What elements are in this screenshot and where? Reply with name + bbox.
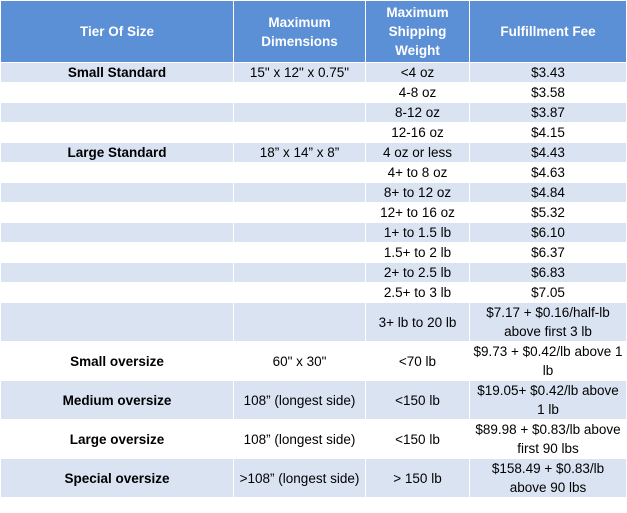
dimensions-cell — [233, 242, 366, 263]
dimensions-cell: 18” x 14” x 8” — [233, 142, 366, 163]
tier-cell: Large oversize — [0, 419, 234, 459]
fee-cell: $4.63 — [469, 162, 627, 183]
tier-cell — [0, 302, 234, 342]
table-row: 8-12 oz $3.87 — [0, 102, 627, 123]
tier-cell — [0, 202, 234, 223]
fee-cell: $6.10 — [469, 222, 627, 243]
weight-cell: <150 lb — [365, 380, 470, 420]
fee-cell: $4.84 — [469, 182, 627, 203]
tier-cell — [0, 262, 234, 283]
dimensions-cell — [233, 122, 366, 143]
tier-cell: Small Standard — [0, 62, 234, 83]
tier-cell — [0, 222, 234, 243]
tier-cell — [0, 102, 234, 123]
fee-cell: $89.98 + $0.83/lb above first 90 lbs — [469, 419, 627, 459]
table-row: Medium oversize 108” (longest side) <150… — [0, 380, 627, 420]
weight-cell: <150 lb — [365, 419, 470, 459]
weight-cell: 4 oz or less — [365, 142, 470, 163]
weight-cell: 12+ to 16 oz — [365, 202, 470, 223]
dimensions-cell — [233, 262, 366, 283]
table-row: Large Standard 18” x 14” x 8” 4 oz or le… — [0, 142, 627, 163]
fee-cell: $4.43 — [469, 142, 627, 163]
tier-cell: Special oversize — [0, 458, 234, 498]
table-row: Special oversize >108” (longest side) > … — [0, 458, 627, 498]
fee-cell: $3.43 — [469, 62, 627, 83]
table-row: 8+ to 12 oz $4.84 — [0, 182, 627, 203]
tier-cell — [0, 242, 234, 263]
dimensions-cell: >108” (longest side) — [233, 458, 366, 498]
weight-cell: 2.5+ to 3 lb — [365, 282, 470, 303]
table-row: 12-16 oz $4.15 — [0, 122, 627, 143]
tier-cell — [0, 162, 234, 183]
header-dimensions: Maximum Dimensions — [233, 0, 366, 63]
weight-cell: 1.5+ to 2 lb — [365, 242, 470, 263]
table-row: 12+ to 16 oz $5.32 — [0, 202, 627, 223]
tier-cell — [0, 82, 234, 103]
dimensions-cell: 108” (longest side) — [233, 419, 366, 459]
table-row: 2.5+ to 3 lb $7.05 — [0, 282, 627, 303]
table-row: 2+ to 2.5 lb $6.83 — [0, 262, 627, 283]
tier-cell — [0, 122, 234, 143]
dimensions-cell: 15" x 12" x 0.75" — [233, 62, 366, 83]
weight-cell: <4 oz — [365, 62, 470, 83]
fee-cell: $6.83 — [469, 262, 627, 283]
weight-cell: 1+ to 1.5 lb — [365, 222, 470, 243]
dimensions-cell: 60" x 30" — [233, 341, 366, 381]
header-row: Tier Of Size Maximum Dimensions Maximum … — [0, 0, 627, 63]
fee-cell: $7.17 + $0.16/half-lb above first 3 lb — [469, 302, 627, 342]
tier-cell — [0, 182, 234, 203]
header-weight: Maximum Shipping Weight — [365, 0, 470, 63]
weight-cell: 4+ to 8 oz — [365, 162, 470, 183]
fee-cell: $9.73 + $0.42/lb above 1 lb — [469, 341, 627, 381]
table-row: 3+ lb to 20 lb $7.17 + $0.16/half-lb abo… — [0, 302, 627, 342]
dimensions-cell — [233, 102, 366, 123]
weight-cell: 2+ to 2.5 lb — [365, 262, 470, 283]
weight-cell: > 150 lb — [365, 458, 470, 498]
weight-cell: 8-12 oz — [365, 102, 470, 123]
dimensions-cell: 108” (longest side) — [233, 380, 366, 420]
tier-cell: Large Standard — [0, 142, 234, 163]
table-row: Small oversize 60" x 30" <70 lb $9.73 + … — [0, 341, 627, 381]
weight-cell: 12-16 oz — [365, 122, 470, 143]
dimensions-cell — [233, 282, 366, 303]
fee-cell: $6.37 — [469, 242, 627, 263]
dimensions-cell — [233, 82, 366, 103]
fee-cell: $5.32 — [469, 202, 627, 223]
tier-cell — [0, 282, 234, 303]
table-row: 1+ to 1.5 lb $6.10 — [0, 222, 627, 243]
weight-cell: 3+ lb to 20 lb — [365, 302, 470, 342]
fee-cell: $158.49 + $0.83/lb above 90 lbs — [469, 458, 627, 498]
tier-cell: Small oversize — [0, 341, 234, 381]
fulfillment-fee-table: Tier Of Size Maximum Dimensions Maximum … — [0, 0, 627, 498]
dimensions-cell — [233, 182, 366, 203]
fee-cell: $4.15 — [469, 122, 627, 143]
weight-cell: 4-8 oz — [365, 82, 470, 103]
weight-cell: 8+ to 12 oz — [365, 182, 470, 203]
fee-cell: $7.05 — [469, 282, 627, 303]
header-tier: Tier Of Size — [0, 0, 234, 63]
tier-cell: Medium oversize — [0, 380, 234, 420]
table-row: 1.5+ to 2 lb $6.37 — [0, 242, 627, 263]
dimensions-cell — [233, 222, 366, 243]
table-row: 4+ to 8 oz $4.63 — [0, 162, 627, 183]
dimensions-cell — [233, 162, 366, 183]
dimensions-cell — [233, 302, 366, 342]
table-row: Small Standard 15" x 12" x 0.75" <4 oz $… — [0, 62, 627, 83]
fee-cell: $3.58 — [469, 82, 627, 103]
fee-cell: $19.05+ $0.42/lb above 1 lb — [469, 380, 627, 420]
weight-cell: <70 lb — [365, 341, 470, 381]
dimensions-cell — [233, 202, 366, 223]
table-row: 4-8 oz $3.58 — [0, 82, 627, 103]
fee-cell: $3.87 — [469, 102, 627, 123]
table-row: Large oversize 108” (longest side) <150 … — [0, 419, 627, 459]
header-fee: Fulfillment Fee — [469, 0, 627, 63]
